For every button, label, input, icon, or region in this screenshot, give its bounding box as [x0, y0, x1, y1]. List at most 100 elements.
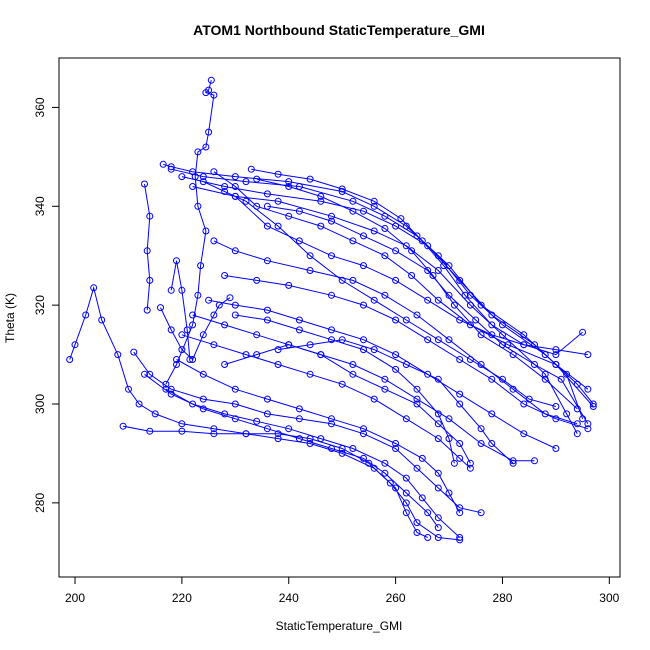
- x-tick-label: 200: [65, 591, 85, 605]
- data-point: [418, 494, 426, 502]
- data-point: [285, 183, 293, 190]
- data-point: [71, 341, 79, 349]
- data-point: [253, 351, 261, 359]
- data-point: [226, 294, 234, 302]
- data-point: [402, 361, 410, 368]
- data-point: [424, 267, 432, 274]
- data-series: [253, 175, 581, 413]
- x-tick-label: 280: [492, 591, 512, 605]
- data-point: [531, 361, 538, 368]
- data-point: [263, 306, 271, 314]
- data-point: [504, 341, 512, 349]
- data-point: [146, 212, 154, 220]
- data-series: [189, 311, 538, 465]
- data-point: [477, 301, 485, 309]
- data-point: [349, 361, 357, 368]
- y-tick-label: 320: [33, 295, 47, 315]
- data-point: [386, 479, 394, 487]
- y-tick-label: 280: [33, 493, 47, 513]
- data-point: [429, 272, 437, 279]
- data-point: [349, 197, 357, 205]
- data-point: [402, 489, 410, 497]
- series-line: [213, 171, 594, 407]
- data-point: [408, 272, 416, 279]
- data-point: [338, 185, 346, 193]
- data-point: [263, 395, 271, 403]
- data-point: [349, 370, 357, 378]
- data-point: [231, 415, 239, 423]
- data-series: [178, 331, 474, 472]
- data-point: [488, 321, 496, 329]
- data-point: [199, 405, 207, 413]
- data-point: [370, 202, 378, 210]
- data-point: [370, 395, 378, 403]
- data-point: [338, 449, 346, 457]
- data-point: [306, 370, 314, 378]
- data-point: [488, 375, 496, 383]
- data-point: [456, 504, 464, 512]
- data-point: [541, 375, 549, 383]
- data-series: [119, 422, 464, 544]
- series-line: [123, 425, 460, 541]
- series-line: [208, 299, 557, 449]
- data-point: [328, 291, 335, 299]
- data-point: [274, 346, 282, 354]
- data-point: [552, 445, 560, 452]
- data-point: [66, 356, 74, 363]
- data-point: [178, 286, 186, 294]
- data-point: [402, 415, 410, 423]
- data-point: [466, 321, 474, 329]
- data-point: [402, 316, 410, 324]
- data-point: [328, 420, 335, 428]
- data-point: [210, 237, 218, 245]
- data-point: [199, 178, 207, 186]
- data-series: [173, 356, 464, 517]
- data-point: [210, 430, 218, 438]
- data-point: [461, 291, 469, 299]
- data-point: [584, 385, 592, 393]
- series-line: [171, 168, 589, 390]
- data-point: [392, 484, 400, 492]
- data-point: [402, 499, 410, 507]
- data-point: [456, 454, 464, 462]
- data-point: [242, 197, 250, 205]
- series-line: [256, 178, 578, 410]
- data-point: [434, 267, 442, 274]
- data-point: [392, 445, 400, 452]
- data-point: [285, 212, 293, 220]
- data-point: [466, 459, 474, 467]
- data-point: [178, 346, 186, 354]
- data-point: [552, 403, 560, 410]
- data-point: [295, 405, 303, 413]
- series-line: [144, 183, 151, 311]
- data-point: [365, 459, 373, 467]
- data-point: [456, 400, 464, 408]
- data-point: [418, 237, 426, 245]
- data-point: [173, 257, 180, 265]
- data-point: [189, 321, 197, 329]
- y-axis: 280 300 320 340 360: [33, 97, 60, 513]
- data-point: [274, 197, 282, 205]
- data-point: [392, 440, 400, 447]
- data-point: [202, 143, 210, 151]
- data-point: [360, 262, 367, 270]
- data-point: [434, 375, 442, 383]
- data-point: [552, 361, 560, 368]
- data-point: [456, 316, 464, 324]
- data-point: [146, 370, 154, 378]
- data-point: [477, 331, 485, 339]
- data-point: [295, 207, 303, 215]
- data-series: [210, 168, 597, 410]
- series-line: [144, 373, 439, 528]
- data-point: [146, 276, 154, 284]
- data-point: [119, 422, 127, 430]
- data-point: [125, 385, 132, 393]
- data-point: [114, 351, 122, 359]
- data-point: [317, 222, 325, 230]
- data-point: [130, 348, 138, 356]
- data-point: [231, 301, 239, 309]
- data-point: [338, 445, 346, 452]
- y-axis-label: Theta (K): [3, 293, 17, 343]
- x-tick-label: 240: [279, 591, 299, 605]
- series-line: [267, 205, 589, 425]
